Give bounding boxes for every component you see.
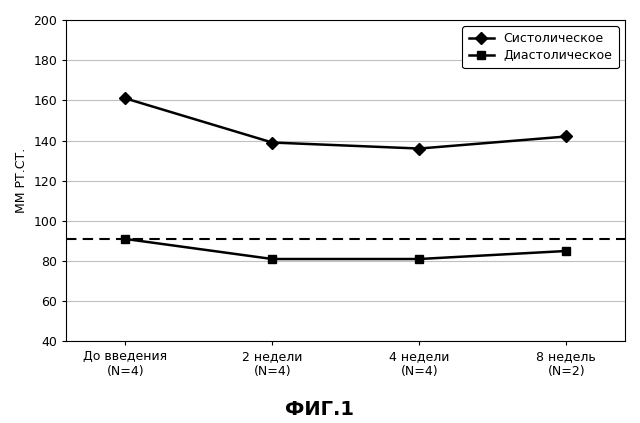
Диастолическое <box>268 256 276 261</box>
Legend: Систолическое, Диастолическое: Систолическое, Диастолическое <box>462 26 619 69</box>
Line: Систолическое: Систолическое <box>121 94 570 153</box>
Систолическое <box>563 134 570 139</box>
Систолическое <box>122 96 129 101</box>
Text: ФИГ.1: ФИГ.1 <box>285 400 355 419</box>
Line: Диастолическое: Диастолическое <box>121 235 570 263</box>
Диастолическое <box>563 248 570 253</box>
Систолическое <box>415 146 423 151</box>
Диастолическое <box>415 256 423 261</box>
Систолическое <box>268 140 276 145</box>
Диастолическое <box>122 236 129 242</box>
Y-axis label: ММ РТ.СТ.: ММ РТ.СТ. <box>15 148 28 213</box>
